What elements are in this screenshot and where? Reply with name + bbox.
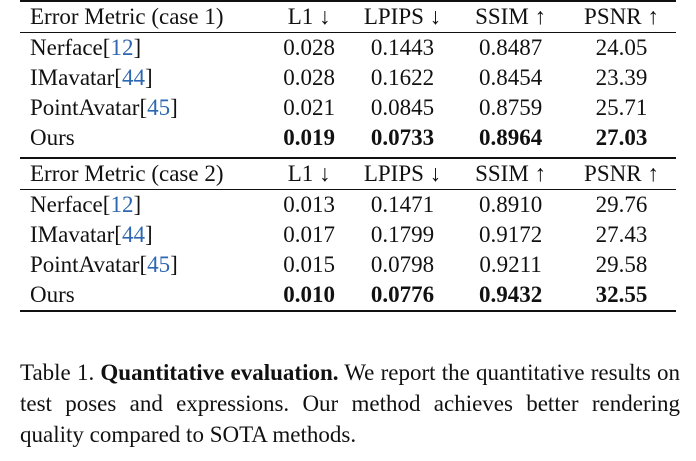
caption-text: We report the quantitative results on te…	[20, 360, 681, 447]
metric-value: 0.1799	[370, 222, 435, 247]
caption-title: Quantitative evaluation.	[100, 360, 339, 385]
method-name: PointAvatar	[30, 252, 140, 277]
citation-link[interactable]: 12	[110, 35, 134, 60]
table-row: Nerface[12] 0.028 0.1443 0.8487 24.05	[20, 33, 676, 64]
metric-value: 27.03	[595, 125, 648, 150]
header-column: L1 ↓	[267, 0, 351, 33]
method-name: Nerface	[30, 192, 103, 217]
metric-value: 0.0845	[370, 95, 435, 120]
method-name-cell: Ours	[20, 280, 268, 312]
metric-value: 29.76	[595, 192, 648, 217]
metric-value: 0.9432	[454, 280, 567, 312]
metric-value: 0.1622	[370, 65, 435, 90]
header-metric-label: Error Metric (case 2)	[20, 157, 268, 190]
metric-value: 0.1443	[370, 35, 435, 60]
citation-link[interactable]: 44	[121, 222, 145, 247]
method-name-cell: Nerface[12]	[30, 35, 142, 60]
metric-value: 0.1471	[370, 192, 435, 217]
header-column: SSIM ↑	[454, 0, 567, 33]
citation-link[interactable]: 45	[147, 95, 171, 120]
header-column: LPIPS ↓	[350, 0, 455, 33]
method-name-cell: PointAvatar[45]	[30, 95, 178, 120]
metric-value: 0.8487	[478, 35, 543, 60]
metric-value: 0.015	[283, 252, 335, 277]
metric-value: 24.05	[595, 35, 648, 60]
citation-link[interactable]: 44	[121, 65, 145, 90]
metric-value: 0.019	[283, 125, 335, 150]
table-row: Ours 0.019 0.0733 0.8964 27.03	[20, 123, 676, 153]
header-column: PSNR ↑	[566, 157, 676, 190]
method-name-cell: IMavatar[44]	[30, 222, 153, 247]
table-row: PointAvatar[45] 0.021 0.0845 0.8759 25.71	[20, 93, 676, 123]
header-column: PSNR ↑	[566, 0, 676, 33]
metric-value: 0.8454	[478, 65, 543, 90]
method-name-cell: PointAvatar[45]	[30, 252, 178, 277]
header-column: LPIPS ↓	[350, 157, 455, 190]
metric-value: 0.9172	[478, 222, 543, 247]
table-row: Ours 0.010 0.0776 0.9432 32.55	[20, 280, 676, 312]
method-name-cell: IMavatar[44]	[30, 65, 153, 90]
metric-value: 0.0798	[370, 252, 435, 277]
metric-value: 0.028	[283, 65, 335, 90]
metric-value: 29.58	[595, 252, 648, 277]
metric-value: 0.9211	[479, 252, 542, 277]
table-header-row: Error Metric (case 2) L1 ↓ LPIPS ↓ SSIM ↑ PS…	[20, 157, 676, 190]
table-row: IMavatar[44] 0.017 0.1799 0.9172 27.43	[20, 220, 676, 250]
metric-value: 0.028	[283, 35, 335, 60]
table-row: Nerface[12] 0.013 0.1471 0.8910 29.76	[20, 190, 676, 221]
metric-value: 0.8964	[478, 125, 543, 150]
metric-value: 0.8910	[478, 192, 543, 217]
table-caption: Table 1. Quantitative evaluation. We rep…	[20, 357, 680, 450]
method-name: IMavatar	[30, 222, 115, 247]
table-section-separator	[20, 153, 676, 159]
metric-value: 0.0776	[350, 280, 455, 312]
header-column: L1 ↓	[267, 157, 351, 190]
metric-value: 27.43	[595, 222, 648, 247]
method-name: Ours	[30, 125, 75, 150]
table-row: PointAvatar[45] 0.015 0.0798 0.9211 29.58	[20, 250, 676, 280]
caption-label: Table 1.	[20, 360, 95, 385]
method-name: Nerface	[30, 35, 103, 60]
method-name-cell: Ours	[20, 123, 268, 153]
metric-value: 0.010	[267, 280, 351, 312]
metric-value: 32.55	[566, 280, 676, 312]
table-row: IMavatar[44] 0.028 0.1622 0.8454 23.39	[20, 63, 676, 93]
method-name: Ours	[30, 282, 75, 307]
metric-value: 0.021	[283, 95, 335, 120]
metric-value: 0.0733	[370, 125, 435, 150]
citation-link[interactable]: 45	[147, 252, 171, 277]
method-name: IMavatar	[30, 65, 115, 90]
metric-value: 0.013	[283, 192, 335, 217]
results-table: Error Metric (case 1) L1 ↓ LPIPS ↓ SSIM ↑ PS…	[20, 0, 676, 312]
citation-link[interactable]: 12	[110, 192, 134, 217]
method-name-cell: Nerface[12]	[30, 192, 142, 217]
table-header-row: Error Metric (case 1) L1 ↓ LPIPS ↓ SSIM ↑ PS…	[20, 0, 676, 33]
results-table-container: Error Metric (case 1) L1 ↓ LPIPS ↓ SSIM ↑ PS…	[20, 0, 676, 312]
metric-value: 0.8759	[478, 95, 543, 120]
metric-value: 0.017	[283, 222, 335, 247]
metric-value: 23.39	[595, 65, 648, 90]
header-column: SSIM ↑	[454, 157, 567, 190]
header-metric-label: Error Metric (case 1)	[20, 0, 268, 33]
metric-value: 25.71	[595, 95, 648, 120]
method-name: PointAvatar	[30, 95, 140, 120]
